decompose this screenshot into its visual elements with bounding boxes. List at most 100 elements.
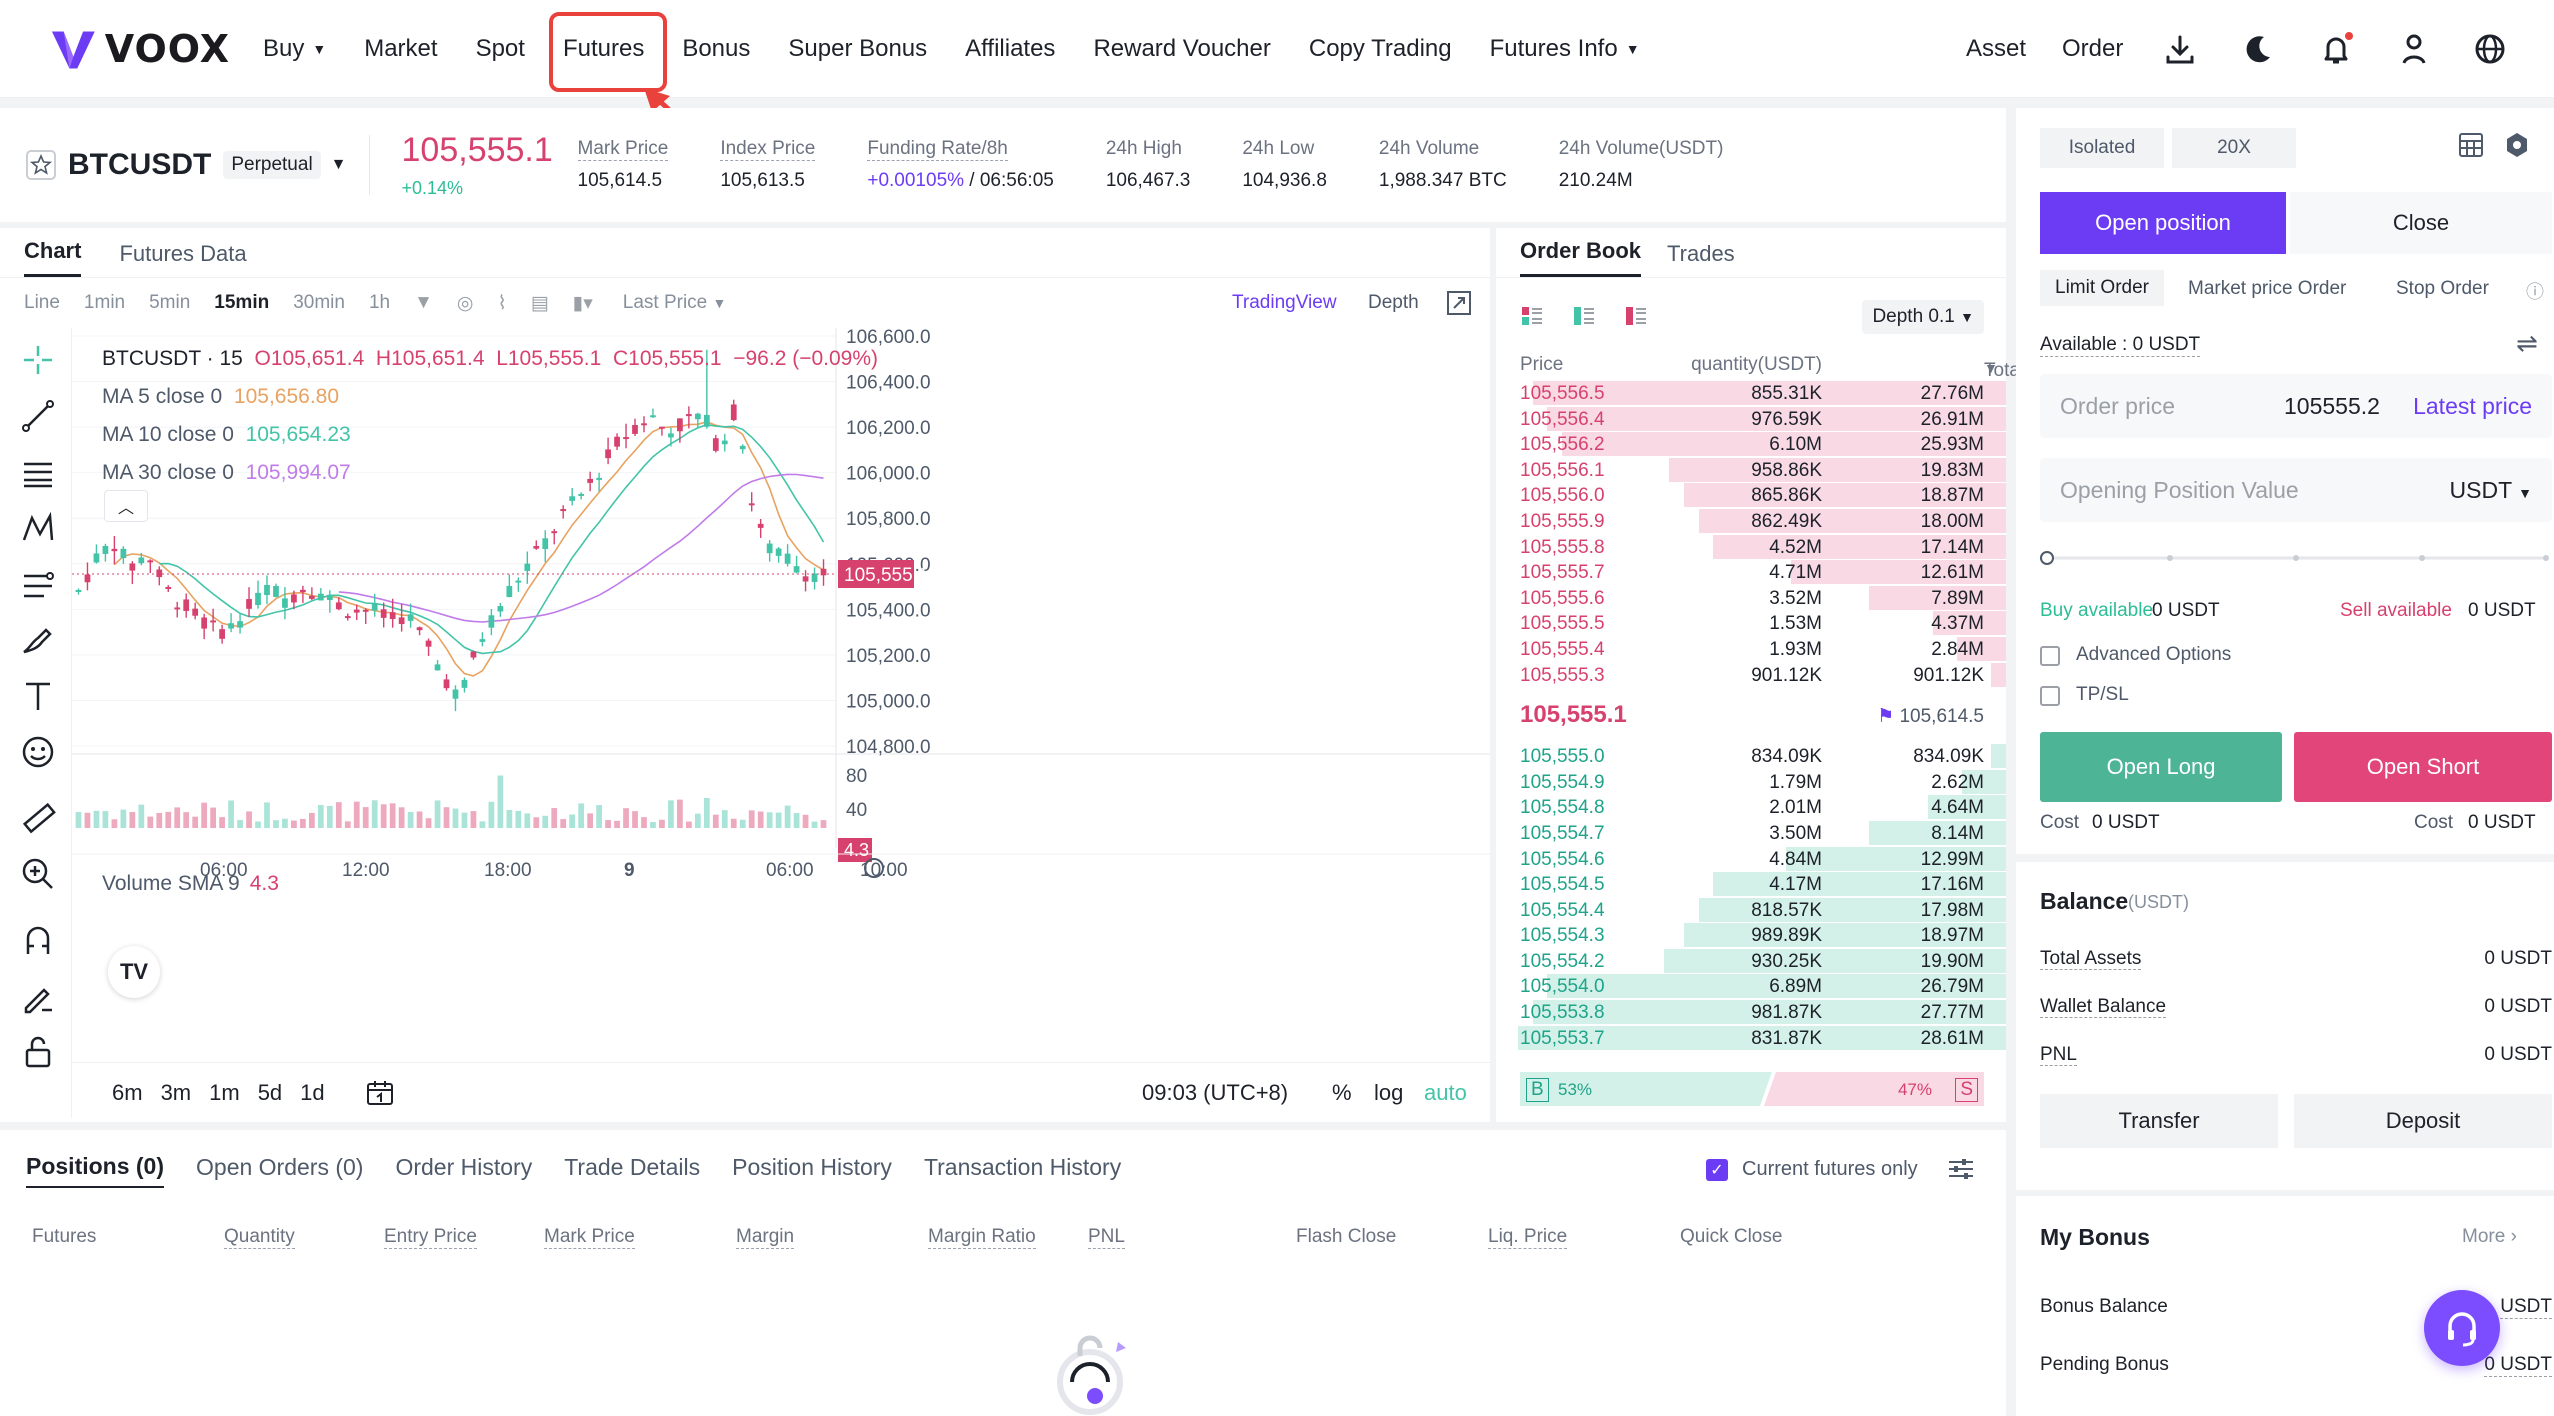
filter-settings-icon[interactable] bbox=[1946, 1154, 1976, 1184]
limit-order-tab[interactable]: Limit Order bbox=[2040, 270, 2164, 306]
bids-row[interactable]: 105,555.0 834.09K 834.09K bbox=[1496, 743, 2006, 769]
bids-row[interactable]: 105,554.7 3.50M 8.14M bbox=[1496, 820, 2006, 846]
asks-row[interactable]: 105,556.2 6.10M 25.93M bbox=[1496, 431, 2006, 457]
asks-row[interactable]: 105,556.4 976.59K 26.91M bbox=[1496, 406, 2006, 432]
lock-drawing-icon[interactable] bbox=[18, 976, 58, 1016]
bonus-more-link[interactable]: More › bbox=[2462, 1226, 2517, 1248]
tab-trade-details[interactable]: Trade Details bbox=[564, 1153, 701, 1180]
brush-icon[interactable] bbox=[18, 620, 58, 660]
interval-30min[interactable]: 30min bbox=[293, 292, 345, 313]
depth-toggle[interactable]: Depth bbox=[1368, 292, 1419, 313]
calendar-icon[interactable] bbox=[365, 1078, 395, 1108]
latest-price-button[interactable]: Latest price bbox=[2413, 392, 2532, 419]
fib-lines-icon[interactable] bbox=[18, 452, 58, 492]
asks-row[interactable]: 105,556.1 958.86K 19.83M bbox=[1496, 457, 2006, 483]
interval-1h[interactable]: 1h bbox=[368, 292, 391, 313]
wallet-balance-label[interactable]: Wallet Balance bbox=[2040, 996, 2167, 1018]
ruler-icon[interactable] bbox=[18, 798, 58, 838]
nav-order[interactable]: Order bbox=[2062, 0, 2123, 98]
fullscreen-icon[interactable] bbox=[1446, 290, 1472, 316]
log-toggle[interactable]: log bbox=[1374, 1079, 1404, 1105]
position-slider[interactable] bbox=[2040, 548, 2552, 568]
tab-futures-data[interactable]: Futures Data bbox=[119, 241, 247, 266]
zoom-in-icon[interactable] bbox=[18, 854, 58, 894]
nav-affiliates[interactable]: Affiliates bbox=[946, 0, 1074, 98]
asks-row[interactable]: 105,555.9 862.49K 18.00M bbox=[1496, 508, 2006, 534]
close-position-tab[interactable]: Close bbox=[2290, 192, 2552, 254]
col-margin-ratio[interactable]: Margin Ratio bbox=[928, 1226, 1036, 1249]
leverage-button[interactable]: 20X bbox=[2172, 128, 2296, 168]
price-type-select[interactable]: Last Price ▼ bbox=[623, 292, 727, 314]
asks-row[interactable]: 105,555.4 1.93M 2.84M bbox=[1496, 636, 2006, 662]
language-button[interactable] bbox=[2470, 0, 2510, 98]
col-mark-price[interactable]: Mark Price bbox=[544, 1226, 635, 1249]
unit-select[interactable]: USDT ▼ bbox=[2450, 477, 2532, 504]
asks-row[interactable]: 105,555.6 3.52M 7.89M bbox=[1496, 585, 2006, 611]
tradingview-logo[interactable]: TV bbox=[108, 946, 160, 998]
auto-toggle[interactable]: auto bbox=[1424, 1079, 1467, 1105]
support-chat-button[interactable] bbox=[2424, 1290, 2500, 1366]
interval-5min[interactable]: 5min bbox=[149, 292, 191, 313]
range-1m[interactable]: 1m bbox=[209, 1079, 240, 1105]
bids-row[interactable]: 105,554.4 818.57K 17.98M bbox=[1496, 897, 2006, 923]
download-button[interactable] bbox=[2160, 0, 2200, 98]
magnet-icon[interactable] bbox=[18, 920, 58, 960]
nav-buy[interactable]: Buy ▼ bbox=[244, 0, 345, 98]
tab-positions[interactable]: Positions (0) bbox=[26, 1153, 165, 1188]
interval-line[interactable]: Line bbox=[24, 292, 60, 313]
bids-row[interactable]: 105,554.0 6.89M 26.79M bbox=[1496, 973, 2006, 999]
tradingview-toggle[interactable]: TradingView bbox=[1232, 292, 1337, 313]
legend-collapse-button[interactable]: ︿ bbox=[104, 490, 148, 522]
candle-style-icon[interactable]: ▮▾ bbox=[572, 292, 593, 314]
nav-spot[interactable]: Spot bbox=[457, 0, 544, 98]
indicator-icon[interactable]: ◎ bbox=[456, 292, 474, 314]
trend-line-icon[interactable] bbox=[18, 396, 58, 436]
nav-super-bonus[interactable]: Super Bonus bbox=[769, 0, 946, 98]
nav-reward-voucher[interactable]: Reward Voucher bbox=[1074, 0, 1289, 98]
settings-icon[interactable] bbox=[2502, 130, 2532, 160]
calculator-icon[interactable] bbox=[2456, 130, 2486, 160]
bids-row[interactable]: 105,554.9 1.79M 2.62M bbox=[1496, 769, 2006, 795]
timezone-button[interactable]: 09:03 (UTC+8) bbox=[1142, 1079, 1289, 1105]
star-icon[interactable] bbox=[26, 150, 56, 180]
index-price-label[interactable]: Index Price bbox=[720, 138, 816, 161]
interval-more-chevron-icon[interactable]: ▼ bbox=[414, 292, 433, 313]
help-icon[interactable]: ⓘ bbox=[2526, 282, 2544, 302]
tab-position-history[interactable]: Position History bbox=[732, 1153, 892, 1180]
open-short-button[interactable]: Open Short bbox=[2294, 732, 2552, 802]
bids-row[interactable]: 105,553.8 981.87K 27.77M bbox=[1496, 999, 2006, 1025]
swap-icon[interactable]: ⇌ bbox=[2516, 328, 2538, 358]
nav-copy-trading[interactable]: Copy Trading bbox=[1290, 0, 1471, 98]
chart-type-icon[interactable]: ⌇ bbox=[497, 292, 507, 314]
range-5d[interactable]: 5d bbox=[257, 1079, 283, 1105]
col-entry-price[interactable]: Entry Price bbox=[384, 1226, 477, 1249]
book-both-icon[interactable] bbox=[1520, 304, 1544, 328]
interval-15min[interactable]: 15min bbox=[214, 292, 270, 313]
pattern-icon[interactable] bbox=[18, 508, 58, 548]
template-icon[interactable]: ▤ bbox=[530, 292, 549, 314]
col-quantity[interactable]: Quantity bbox=[224, 1226, 295, 1249]
bids-row[interactable]: 105,553.7 831.87K 28.61M bbox=[1496, 1025, 2006, 1051]
unlock-icon[interactable] bbox=[18, 1032, 58, 1072]
range-1d[interactable]: 1d bbox=[300, 1079, 325, 1105]
interval-1min[interactable]: 1min bbox=[83, 292, 126, 313]
opening-value-input[interactable]: Opening Position Value USDT ▼ bbox=[2040, 458, 2552, 522]
tab-order-book[interactable]: Order Book bbox=[1520, 238, 1642, 277]
crosshair-icon[interactable] bbox=[18, 340, 58, 380]
notifications-button[interactable] bbox=[2316, 0, 2356, 98]
candlestick-chart[interactable]: 106,600.0 106,400.0 106,200.0 106,000.0 105,… bbox=[72, 328, 1490, 1062]
market-order-tab[interactable]: Market price Order bbox=[2188, 278, 2347, 299]
order-price-input[interactable]: Order price 105555.2 Latest price bbox=[2040, 374, 2552, 438]
bids-row[interactable]: 105,554.5 4.17M 17.16M bbox=[1496, 871, 2006, 897]
nav-asset[interactable]: Asset bbox=[1966, 0, 2026, 98]
book-asks-icon[interactable] bbox=[1624, 304, 1648, 328]
open-long-button[interactable]: Open Long bbox=[2040, 732, 2282, 802]
asks-row[interactable]: 105,556.5 855.31K 27.76M bbox=[1496, 380, 2006, 406]
asks-row[interactable]: 105,555.5 1.53M 4.37M bbox=[1496, 610, 2006, 636]
bids-row[interactable]: 105,554.2 930.25K 19.90M bbox=[1496, 948, 2006, 974]
nav-bonus[interactable]: Bonus bbox=[663, 0, 769, 98]
book-bids-icon[interactable] bbox=[1572, 304, 1596, 328]
text-tool-icon[interactable] bbox=[18, 676, 58, 716]
asks-row[interactable]: 105,555.8 4.52M 17.14M bbox=[1496, 534, 2006, 560]
bids-row[interactable]: 105,554.3 989.89K 18.97M bbox=[1496, 922, 2006, 948]
